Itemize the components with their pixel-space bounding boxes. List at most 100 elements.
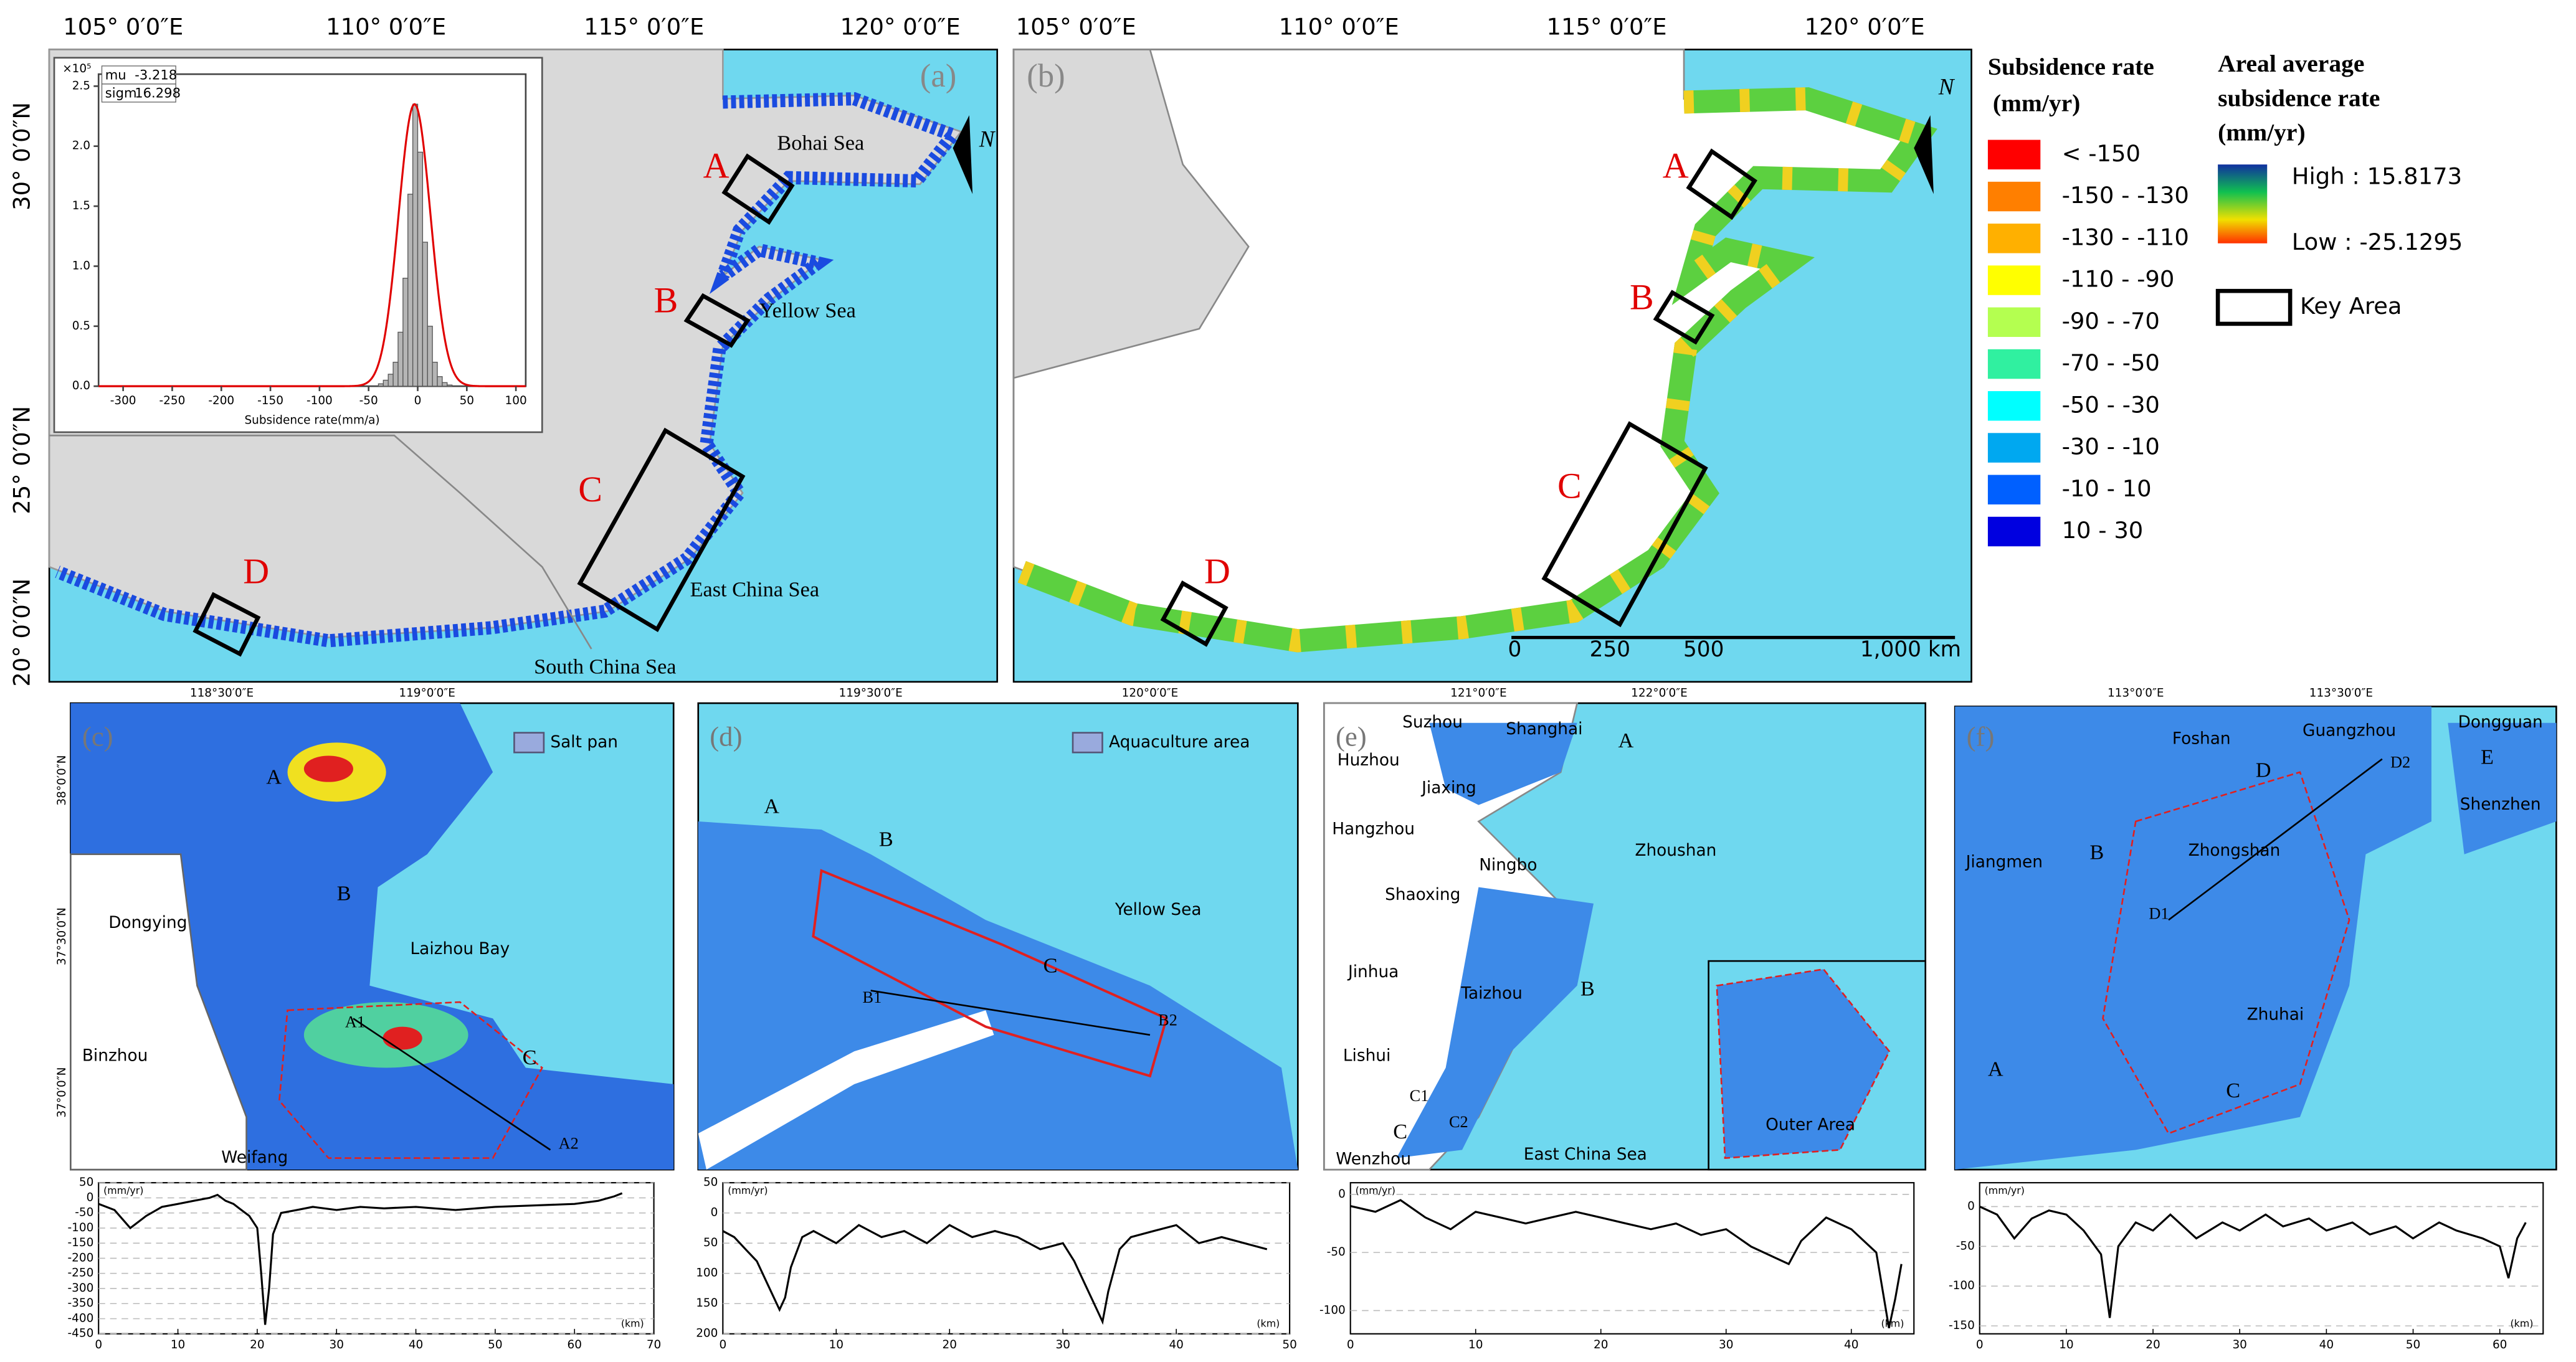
x-tick-label: 10 <box>1468 1338 1483 1351</box>
coastal-areas-hot <box>1017 87 1937 653</box>
y-tick-label: 0 <box>711 1206 718 1219</box>
x-unit: (km) <box>2511 1317 2534 1329</box>
profile-end: D1 <box>2149 904 2169 922</box>
y-tick-label: -250 <box>67 1267 93 1280</box>
sea-name: South China Sea <box>534 655 676 679</box>
axes <box>1349 1182 1915 1335</box>
key-area-letter: C <box>578 469 602 509</box>
scale-label: 250 <box>1590 637 1630 662</box>
profile-line <box>722 1224 1268 1325</box>
panel-f-map <box>1954 706 2557 1171</box>
place-name: Zhuhai <box>2247 1006 2304 1024</box>
x-tick-label: 10 <box>2059 1338 2073 1351</box>
x-tick-label: -50 <box>359 394 378 407</box>
x-tick-label: 30 <box>2232 1338 2246 1351</box>
bar <box>442 382 448 387</box>
bar <box>383 379 389 387</box>
bar <box>422 242 428 387</box>
profile-end: B1 <box>862 988 882 1006</box>
legend-swatch <box>1072 732 1103 754</box>
profile-end: C1 <box>1410 1087 1429 1105</box>
key-area-letter: B <box>1630 277 1654 317</box>
key-area <box>721 153 795 225</box>
x-tick-label: 0 <box>1976 1338 1984 1351</box>
panel-b-map <box>1012 49 1972 683</box>
fit-curve <box>98 103 526 387</box>
area-letter: C <box>523 1046 537 1069</box>
multiplier: ×10⁵ <box>62 62 91 75</box>
y-tick-label: 0 <box>1338 1188 1346 1201</box>
lon-label: 115° 0′0″E <box>1547 14 1667 40</box>
place-name: Dongguan <box>2458 713 2543 732</box>
area-outline <box>812 869 1168 1078</box>
bar <box>397 331 404 387</box>
scale-label: 0 <box>1508 637 1522 662</box>
profile-end: A2 <box>559 1135 579 1153</box>
legend-label: -130 - -110 <box>2062 224 2189 250</box>
y-tick-label: -200 <box>67 1251 93 1264</box>
y-tick-label: -100 <box>1949 1279 1975 1292</box>
x-tick-label: -200 <box>208 394 234 407</box>
key-area-letter: D <box>243 551 269 592</box>
profile-line <box>1979 1205 2527 1318</box>
key-area <box>1541 421 1708 628</box>
x-tick-label: 100 <box>505 394 527 407</box>
area-outline <box>278 1001 543 1159</box>
lat-label: 37°0′0″N <box>55 1067 69 1118</box>
place-name: Huzhou <box>1338 751 1400 770</box>
bar <box>437 376 443 387</box>
x-tick-label: 50 <box>2406 1338 2420 1351</box>
lon-label: 105° 0′0″E <box>1016 14 1136 40</box>
legend-swatch <box>1987 516 2041 547</box>
lon-label: 113°0′0″E <box>2108 686 2164 699</box>
y-unit: (mm/yr) <box>728 1185 768 1196</box>
lon-label: 121°0′0″E <box>1450 686 1507 699</box>
area-letter: B <box>2089 841 2104 864</box>
panel-c-map <box>70 702 675 1171</box>
place-name: Jiangmen <box>1965 853 2043 871</box>
x-tick-label: 20 <box>1594 1338 1608 1351</box>
legend-swatch <box>513 732 545 754</box>
y-tick-label: -350 <box>67 1297 93 1310</box>
north-arrow <box>1914 115 1934 194</box>
area-letter: B <box>879 827 893 851</box>
place-name: Suzhou <box>1402 713 1463 732</box>
place-name: Binzhou <box>82 1047 148 1066</box>
bar <box>402 278 409 387</box>
x-tick-label: 30 <box>1719 1338 1733 1351</box>
place-name: Foshan <box>2172 730 2231 749</box>
x-tick-label: -100 <box>307 394 333 407</box>
x-tick-label: 50 <box>1282 1338 1296 1351</box>
lon-label: 115° 0′0″E <box>584 14 704 40</box>
x-tick-label: 0 <box>414 394 422 407</box>
legend-label: -150 - -130 <box>2062 182 2189 209</box>
place-name: Weifang <box>221 1148 288 1167</box>
panel-label: (c) <box>82 721 113 752</box>
x-tick-label: 50 <box>488 1338 502 1351</box>
x-tick-label: 50 <box>460 394 474 407</box>
lon-label: 119°30′0″E <box>839 686 903 699</box>
area-outline <box>2102 771 2350 1135</box>
profile-end: D2 <box>2390 754 2410 772</box>
lon-label: 120° 0′0″E <box>1805 14 1925 40</box>
y-tick-label: 1.0 <box>72 259 90 272</box>
y-tick-label: -150 <box>67 1236 93 1249</box>
panel-label: (f) <box>1967 721 1995 752</box>
place-name: Zhongshan <box>2189 841 2281 860</box>
stat-value: 16.298 <box>135 85 181 101</box>
place-name: Laizhou Bay <box>411 940 510 958</box>
legend-boxes <box>2215 164 2293 326</box>
bar <box>412 103 419 387</box>
y-tick-label: -50 <box>1956 1239 1975 1252</box>
bar <box>417 151 424 387</box>
y-tick-label: 2.0 <box>72 140 90 153</box>
axes <box>1979 1182 2544 1335</box>
outer-land <box>1012 49 1250 379</box>
legend-swatch <box>1987 307 2041 338</box>
y-tick-label: 150 <box>696 1297 718 1310</box>
bar <box>447 384 453 387</box>
legend-label: -10 - 10 <box>2062 475 2152 502</box>
legend-swatch <box>1987 181 2041 212</box>
place-name: Lishui <box>1343 1047 1390 1066</box>
panel-label: (d) <box>710 721 742 752</box>
